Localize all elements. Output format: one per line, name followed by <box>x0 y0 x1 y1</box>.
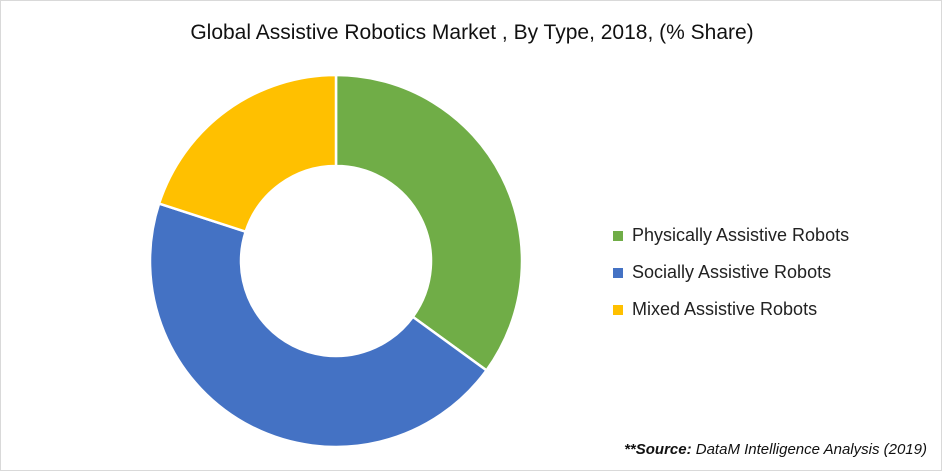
legend-label: Physically Assistive Robots <box>632 225 850 245</box>
legend-swatch-blue <box>613 267 623 278</box>
legend-swatch-green <box>613 230 623 241</box>
source-text: DataM Intelligence Analysis (2019) <box>691 441 927 458</box>
legend-item-physically-assistive: Physically Assistive Robots <box>613 217 849 254</box>
slice-mixed-assistive <box>157 73 338 234</box>
legend-item-socially-assistive: Socially Assistive Robots <box>613 254 849 291</box>
source-prefix: **Source: <box>624 441 692 458</box>
legend-label: Socially Assistive Robots <box>632 262 832 282</box>
chart-legend: Physically Assistive Robots Socially Ass… <box>613 217 849 328</box>
legend-label: Mixed Assistive Robots <box>632 299 818 319</box>
legend-swatch-yellow <box>613 304 623 315</box>
slice-socially-assistive <box>148 201 489 449</box>
chart-title: Global Assistive Robotics Market , By Ty… <box>190 21 754 44</box>
slice-physically-assistive <box>334 73 524 373</box>
legend-item-mixed-assistive: Mixed Assistive Robots <box>613 291 849 328</box>
donut-chart <box>148 73 524 449</box>
source-note: **Source: DataM Intelligence Analysis (2… <box>624 441 927 458</box>
